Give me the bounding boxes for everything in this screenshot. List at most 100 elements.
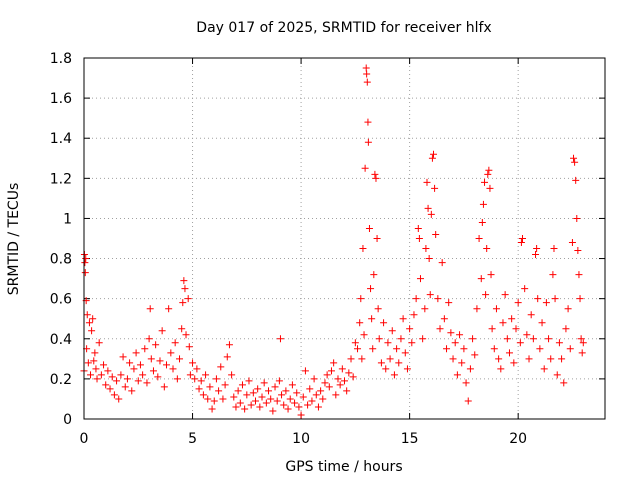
data-point — [113, 377, 121, 385]
data-point — [432, 230, 440, 238]
data-point — [204, 395, 212, 403]
plot-frame — [83, 57, 606, 420]
data-point — [478, 218, 486, 226]
x-tick-label: 10 — [292, 431, 310, 447]
data-point — [81, 269, 89, 277]
data-point — [162, 361, 170, 369]
y-tick-label: 1 — [63, 211, 72, 227]
data-point — [430, 150, 438, 158]
data-point — [136, 361, 144, 369]
data-point — [238, 381, 246, 389]
data-point — [154, 373, 162, 381]
y-tick-label: 0.8 — [50, 252, 72, 268]
data-point — [426, 291, 434, 299]
data-point — [327, 367, 335, 375]
data-point — [527, 311, 535, 319]
data-point — [317, 387, 325, 395]
data-point — [241, 405, 249, 413]
grid-lines — [84, 58, 605, 419]
data-point — [449, 355, 457, 363]
data-point — [169, 365, 177, 373]
data-point — [186, 371, 194, 379]
data-point — [412, 295, 420, 303]
data-point — [95, 339, 103, 347]
data-point — [184, 295, 192, 303]
data-point — [345, 369, 353, 377]
y-tick-label: 1.4 — [50, 131, 72, 147]
data-point — [514, 299, 522, 307]
data-point — [481, 178, 489, 186]
data-point — [182, 331, 190, 339]
data-point — [341, 377, 348, 385]
data-point — [456, 331, 464, 339]
data-point — [380, 319, 388, 327]
data-point — [280, 401, 288, 409]
data-point — [119, 353, 127, 361]
data-point — [443, 345, 451, 353]
data-point — [371, 170, 379, 178]
data-point — [558, 355, 566, 363]
data-point — [431, 184, 439, 192]
data-point — [469, 335, 477, 343]
data-point — [167, 349, 175, 357]
data-point — [364, 118, 372, 126]
data-point — [458, 359, 466, 367]
data-point — [451, 339, 459, 347]
data-point — [575, 271, 583, 279]
data-point — [130, 365, 138, 373]
x-tick-label: 15 — [401, 431, 419, 447]
data-point — [310, 375, 318, 383]
data-point — [191, 375, 199, 383]
data-point — [425, 255, 433, 263]
data-point — [179, 299, 187, 307]
data-point — [299, 393, 307, 401]
data-point — [258, 393, 266, 401]
data-point — [393, 345, 401, 353]
data-point — [521, 285, 529, 293]
data-point — [85, 319, 93, 327]
y-tick-label: 0 — [63, 412, 72, 428]
data-point — [529, 335, 537, 343]
data-point — [84, 359, 92, 367]
data-point — [269, 407, 277, 415]
data-point — [260, 379, 268, 387]
data-point — [483, 245, 491, 253]
data-point — [212, 375, 220, 383]
data-point — [276, 335, 284, 343]
data-point — [414, 224, 422, 232]
data-point — [206, 383, 214, 391]
data-point — [415, 235, 423, 242]
data-point — [92, 365, 100, 373]
data-point — [293, 389, 301, 397]
data-point — [146, 305, 154, 313]
data-point — [367, 285, 375, 293]
data-point — [384, 339, 392, 347]
data-point — [482, 291, 490, 299]
data-point — [534, 295, 542, 303]
data-point — [410, 311, 418, 319]
data-point — [132, 349, 140, 357]
data-point — [373, 235, 381, 242]
data-point — [291, 399, 299, 407]
data-point — [171, 339, 179, 347]
data-point — [462, 379, 470, 387]
data-point — [215, 387, 223, 395]
data-point — [221, 381, 229, 389]
data-point — [91, 349, 99, 357]
data-point — [128, 387, 136, 395]
data-point — [577, 335, 585, 343]
data-point — [247, 401, 255, 409]
data-point — [286, 395, 294, 403]
data-point — [490, 345, 498, 353]
y-tick-label: 1.6 — [50, 91, 72, 107]
data-point — [473, 305, 481, 313]
data-point — [497, 365, 505, 373]
data-point — [358, 355, 366, 363]
data-point — [492, 305, 500, 313]
data-point — [370, 271, 378, 279]
data-point — [106, 385, 114, 393]
data-point — [434, 295, 442, 303]
data-point — [397, 335, 405, 343]
data-point — [354, 345, 362, 353]
data-point — [321, 379, 329, 387]
